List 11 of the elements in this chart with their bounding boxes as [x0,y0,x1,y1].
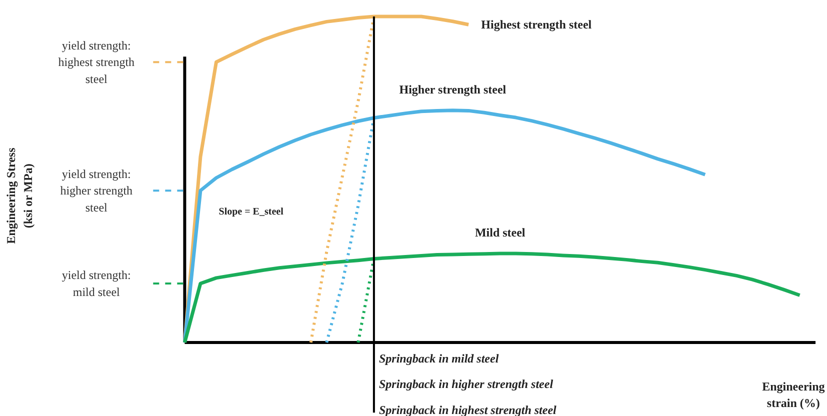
text: yield strength: highest strength steel [58,38,135,86]
annotation: Slope = E_steel [218,206,284,218]
text: Engineering Stress (ksi or MPa) [4,147,35,244]
series-label: Mild steel [474,225,526,240]
series-label: Highest strength steel [481,18,592,32]
text: Springback in mild steel [378,351,500,366]
text: yield strength: higher strength steel [60,166,133,214]
x-axis-title: Engineering strain (%) [762,379,825,410]
series-label: Higher strength steel [399,82,507,96]
text: Springback in higher strength steel [378,377,554,392]
text: yield strength: mild steel [62,268,131,299]
